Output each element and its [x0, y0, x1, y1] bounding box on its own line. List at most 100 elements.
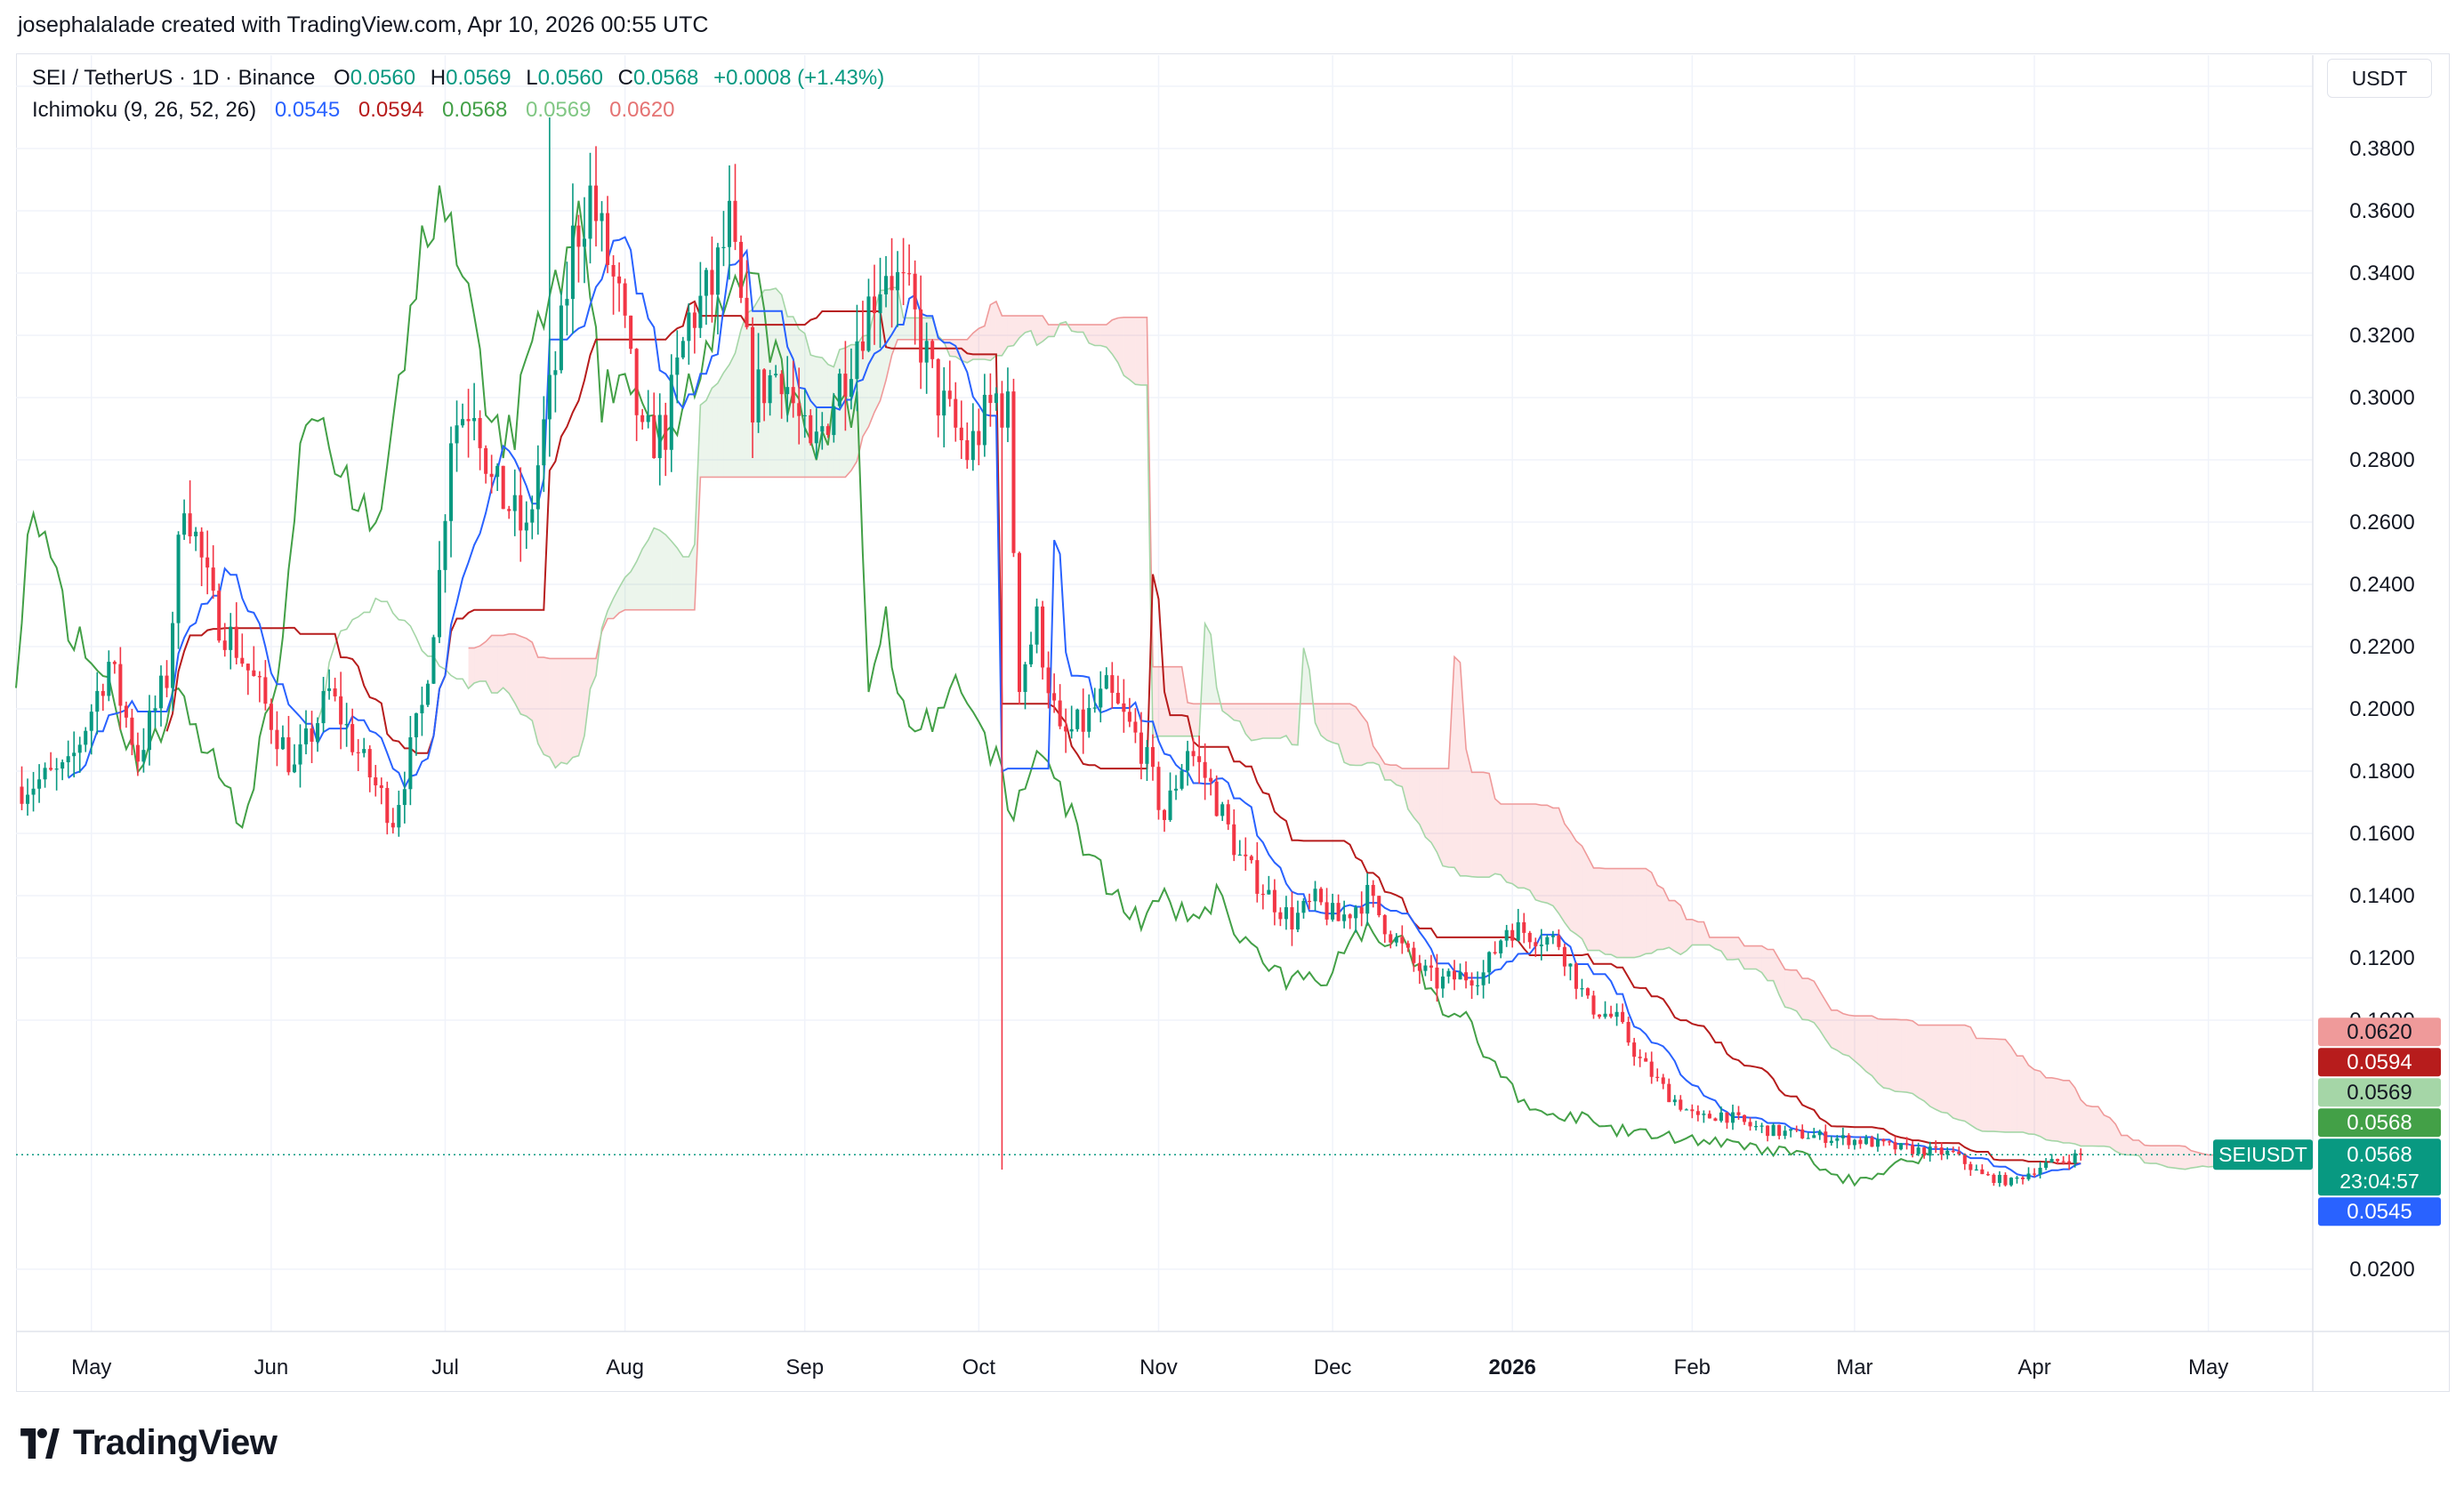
- currency-unit-button[interactable]: USDT: [2327, 59, 2432, 98]
- candle-body: [657, 414, 662, 459]
- cloud-segment: [1582, 846, 1588, 951]
- candle-body: [20, 786, 24, 804]
- price-label-bg: [2318, 1197, 2441, 1227]
- cloud-segment: [2104, 1114, 2110, 1147]
- candle-body: [1214, 781, 1219, 816]
- cloud-segment: [613, 587, 620, 619]
- symbol-tag-text: SEIUSDT: [2218, 1143, 2307, 1166]
- candle-body: [1759, 1125, 1764, 1127]
- candle-body: [1719, 1112, 1723, 1122]
- symbol-row: SEI / TetherUS · 1D · Binance O0.0560 H0…: [32, 62, 893, 94]
- candle-body: [1087, 708, 1091, 732]
- candle-body: [1162, 809, 1167, 820]
- candle-body: [269, 704, 273, 730]
- candle-body: [843, 374, 848, 398]
- candle-body: [397, 805, 401, 828]
- cloud-segment: [1901, 1019, 1907, 1093]
- x-tick-label: Feb: [1674, 1355, 1711, 1379]
- cloud-segment: [1906, 1019, 1913, 1094]
- cloud-segment: [1019, 316, 1026, 338]
- candle-body: [977, 430, 981, 446]
- cloud-segment: [1570, 831, 1576, 935]
- candle-body: [1730, 1112, 1735, 1123]
- candle-body: [362, 749, 366, 753]
- candle-body: [1081, 709, 1085, 732]
- cloud-segment: [1750, 945, 1757, 969]
- candle-body: [1064, 726, 1068, 732]
- cloud-segment: [984, 304, 991, 361]
- candle-body: [72, 752, 76, 757]
- y-tick-label: 0.2800: [2349, 448, 2414, 472]
- x-tick-label: Apr: [2017, 1355, 2050, 1379]
- cloud-segment: [1686, 919, 1693, 951]
- candle-body: [1423, 965, 1428, 971]
- candle-body: [524, 522, 528, 531]
- candle-body: [947, 390, 952, 399]
- y-tick-label: 0.1200: [2349, 946, 2414, 970]
- cloud-segment: [1506, 804, 1513, 884]
- candle-body: [1545, 937, 1550, 945]
- candle-body: [814, 431, 818, 444]
- cloud-segment: [624, 571, 632, 610]
- y-tick-label: 0.2400: [2349, 573, 2414, 597]
- tenkan-sen-line: [68, 236, 2082, 1178]
- cloud-segment: [2010, 1046, 2017, 1132]
- candle-body: [257, 676, 262, 678]
- cloud-segment: [1883, 1019, 1890, 1090]
- cloud-segment: [1720, 937, 1727, 961]
- cloud-segment: [1454, 656, 1461, 876]
- cloud-segment: [1483, 772, 1490, 878]
- candle-body: [1858, 1139, 1863, 1145]
- cloud-segment: [1959, 1025, 1965, 1122]
- cloud-segment: [2040, 1071, 2047, 1140]
- candle-body: [1226, 804, 1230, 824]
- chart-frame: [16, 53, 2450, 1392]
- candle-body: [414, 712, 418, 737]
- candle-body: [1713, 1118, 1718, 1122]
- candle-body: [1626, 1022, 1631, 1043]
- cloud-segment: [1489, 773, 1495, 878]
- candle-body: [101, 690, 105, 696]
- candle-body: [472, 417, 477, 422]
- cloud-segment: [2155, 1146, 2162, 1165]
- cloud-segment: [1552, 808, 1559, 914]
- candle-body: [553, 370, 558, 375]
- cloud-segment: [891, 286, 898, 356]
- cloud-segment: [1501, 804, 1507, 882]
- ohlc-open: O0.0560: [334, 66, 416, 90]
- candle-body: [1435, 967, 1439, 989]
- candle-body: [1621, 1011, 1625, 1023]
- candle-body: [1476, 985, 1480, 986]
- candle-body: [84, 730, 88, 745]
- cloud-segment: [1245, 704, 1252, 741]
- candle-body: [1957, 1151, 1961, 1154]
- candle-body: [95, 690, 100, 712]
- cloud-segment: [2034, 1069, 2041, 1137]
- candle-body: [1522, 921, 1526, 933]
- cloud-segment: [1605, 868, 1612, 955]
- candle-body: [727, 200, 732, 247]
- y-tick-label: 0.3800: [2349, 137, 2414, 161]
- candle-body: [1690, 1109, 1695, 1112]
- candle-body: [1649, 1061, 1654, 1077]
- candle-body: [478, 417, 482, 448]
- candle-body: [431, 637, 436, 684]
- cloud-segment: [2069, 1080, 2075, 1145]
- candle-body: [2033, 1173, 2037, 1175]
- cloud-segment: [491, 635, 498, 694]
- candle-body: [402, 789, 407, 806]
- cloud-segment: [1188, 702, 1194, 736]
- cloud-segment: [2144, 1145, 2151, 1164]
- cloud-segment: [1471, 772, 1478, 878]
- cloud-segment: [1031, 316, 1037, 346]
- candle-body: [855, 341, 859, 380]
- x-tick-label: May: [71, 1355, 111, 1379]
- cloud-segment: [474, 646, 480, 684]
- y-tick-label: 0.1600: [2349, 822, 2414, 846]
- cloud-segment: [1872, 1016, 1878, 1083]
- cloud-segment: [816, 357, 823, 478]
- candle-body: [1603, 1013, 1607, 1017]
- candle-body: [954, 398, 958, 428]
- time-axis[interactable]: May Jun Jul Aug Sep Oct Nov Dec 2026 Feb Mar Apr May: [16, 1331, 2450, 1379]
